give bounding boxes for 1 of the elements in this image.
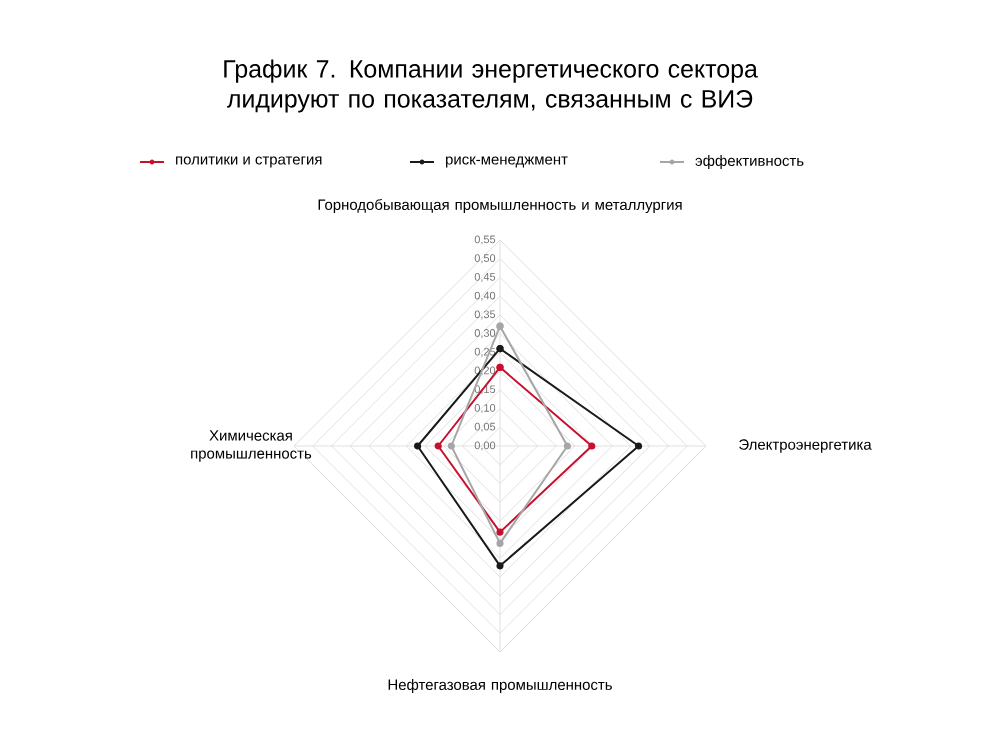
chart-title: График 7. Компании энергетического сектора лидируют по показателям, связанным с ВИЭ xyxy=(224,59,758,113)
